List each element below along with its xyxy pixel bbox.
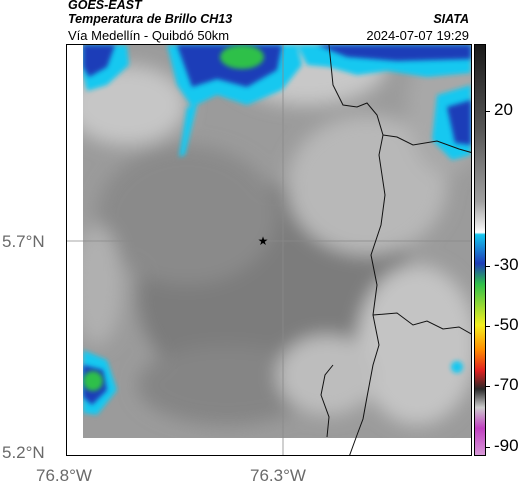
colorbar-gradient xyxy=(475,45,485,455)
municipal-border xyxy=(320,364,334,438)
star-icon: ★ xyxy=(258,234,269,248)
datetime-label: 2024-07-07 19:29 xyxy=(366,28,469,43)
product-title: Temperatura de Brillo CH13 xyxy=(68,12,233,26)
colorbar-label-neg50: -50 xyxy=(494,315,519,334)
department-border-north xyxy=(382,134,471,153)
lon-tick-76.3: 76.3°W xyxy=(250,466,306,485)
colorbar-label-20: 20 xyxy=(494,100,513,119)
colorbar-tick-neg50 xyxy=(486,326,490,327)
brightness-temperature-field: ★ xyxy=(67,45,471,455)
colorbar-label-neg30: -30 xyxy=(494,255,519,274)
agency-label: SIATA xyxy=(433,12,469,26)
region-label: Vía Medellín - Quibdó 50km xyxy=(68,28,230,43)
colorbar-label-neg90: -90 xyxy=(494,436,519,455)
colorbar-tick-neg70 xyxy=(486,386,490,387)
lat-tick-5.7: 5.7°N xyxy=(2,232,45,251)
lat-tick-5.2: 5.2°N xyxy=(2,443,45,462)
department-border-east xyxy=(372,312,471,335)
satellite-map[interactable]: ★ xyxy=(66,44,472,456)
satellite-title: GOES-EAST xyxy=(68,0,142,12)
lon-tick-76.8: 76.8°W xyxy=(36,466,92,485)
colorbar-tick-neg90 xyxy=(486,447,490,448)
colorbar-tick-neg30 xyxy=(486,266,490,267)
colorbar-tick-20 xyxy=(486,111,490,112)
colorbar xyxy=(474,44,486,456)
department-border xyxy=(328,45,386,455)
colorbar-label-neg70: -70 xyxy=(494,375,519,394)
